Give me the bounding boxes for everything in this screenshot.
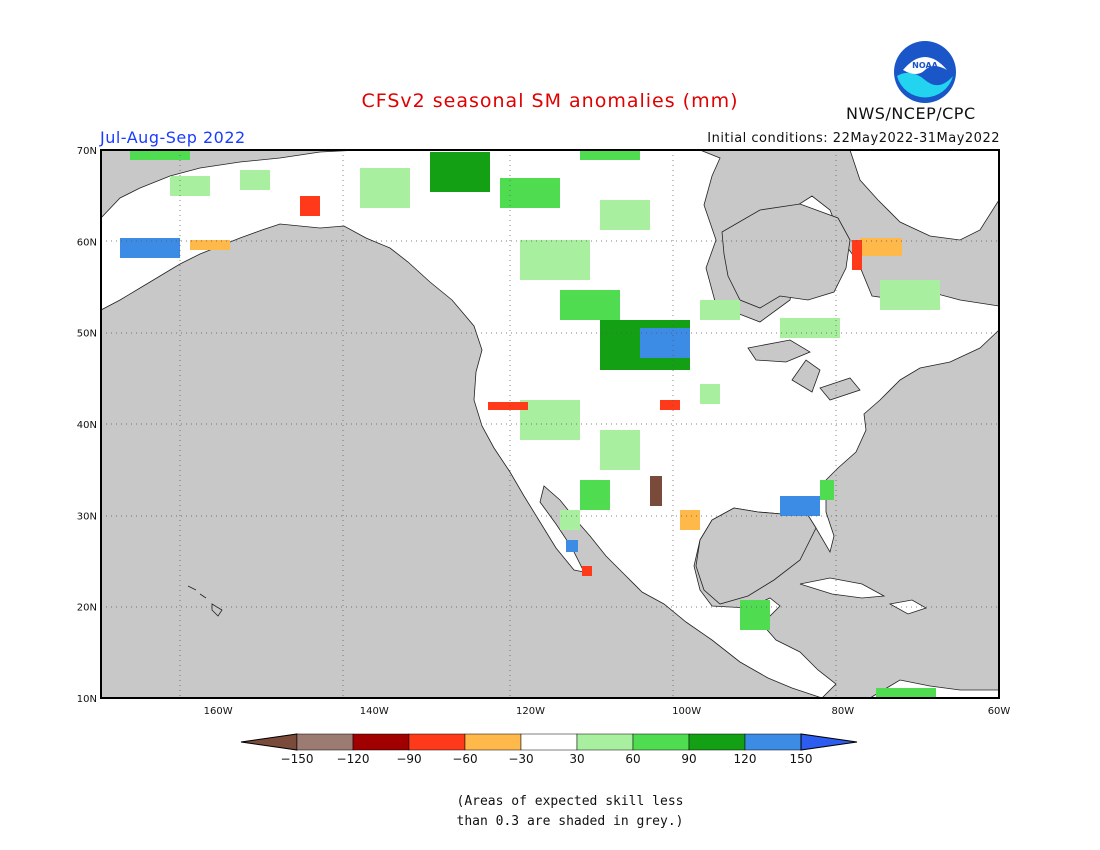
color-bar-box — [352, 733, 410, 751]
lon-tick-label: 140W — [360, 706, 389, 717]
initial-conditions-label: Initial conditions: 22May2022-31May2022 — [707, 131, 1000, 146]
noaa-logo-wave-icon — [897, 72, 953, 98]
color-bar-box — [632, 733, 690, 751]
agency-label: NWS/NCEP/CPC — [846, 104, 976, 123]
color-bar-arrow-right — [800, 733, 858, 751]
anomaly-map: 70N 60N 50N 40N 30N 20N 10N 160W 140W 120W 100W 80… — [77, 146, 1011, 717]
lon-tick-label: 60W — [988, 706, 1011, 717]
hawaii-islands — [187, 585, 223, 617]
lat-tick-label: 30N — [77, 511, 97, 522]
color-bar-label: −60 — [452, 752, 477, 766]
lat-tick-label: 50N — [77, 329, 97, 340]
color-bar-label: 60 — [625, 752, 640, 766]
lat-tick-label: 60N — [77, 237, 97, 248]
skill-note-line2: than 0.3 are shaded in grey.) — [456, 814, 684, 829]
great-lakes — [747, 339, 861, 401]
color-bar-label: −150 — [281, 752, 314, 766]
greenland-landmass — [849, 150, 999, 241]
lon-tick-label: 100W — [672, 706, 701, 717]
color-bar-arrow-left — [240, 733, 298, 751]
map-title: CFSv2 seasonal SM anomalies (mm) — [361, 90, 739, 112]
color-bar-label: 30 — [569, 752, 584, 766]
latitude-labels: 70N 60N 50N 40N 30N 20N 10N — [77, 146, 97, 705]
noaa-logo-bird-icon — [903, 57, 947, 74]
lat-tick-label: 70N — [77, 146, 97, 157]
lat-tick-label: 40N — [77, 420, 97, 431]
longitude-labels: 160W 140W 120W 100W 80W 60W — [204, 706, 1011, 717]
lat-tick-label: 10N — [77, 694, 97, 705]
color-bar-box — [464, 733, 522, 751]
color-bar-boxes — [240, 733, 858, 751]
noaa-logo: NOAA — [894, 41, 956, 103]
color-bar-box — [408, 733, 466, 751]
color-bar-box — [520, 733, 578, 751]
map-frame — [100, 149, 1000, 699]
color-bar-label: −30 — [508, 752, 533, 766]
color-bar-box — [296, 733, 354, 751]
color-bar-labels: −150 −120 −90 −60 −30 30 60 90 120 150 — [281, 752, 813, 766]
season-label: Jul-Aug-Sep 2022 — [100, 128, 246, 147]
skill-note: (Areas of expected skill less than 0.3 a… — [420, 792, 720, 832]
color-bar-label: −120 — [337, 752, 370, 766]
hispaniola-island — [888, 599, 927, 615]
color-bar-label: 150 — [790, 752, 813, 766]
color-bar-label: −90 — [396, 752, 421, 766]
lon-tick-label: 120W — [516, 706, 545, 717]
color-bar-box — [688, 733, 746, 751]
lat-tick-label: 20N — [77, 603, 97, 614]
color-bar-label: 120 — [734, 752, 757, 766]
color-bar-box — [744, 733, 802, 751]
cuba-island — [799, 577, 886, 599]
hudson-bay — [721, 203, 851, 309]
color-bar-label: 90 — [681, 752, 696, 766]
gulf-of-mexico — [695, 507, 817, 605]
color-bar-box — [576, 733, 634, 751]
lon-tick-label: 160W — [204, 706, 233, 717]
skill-note-line1: (Areas of expected skill less — [456, 794, 684, 809]
anomaly-cells — [120, 150, 940, 698]
lon-tick-label: 80W — [832, 706, 855, 717]
noaa-logo-text: NOAA — [912, 61, 938, 70]
